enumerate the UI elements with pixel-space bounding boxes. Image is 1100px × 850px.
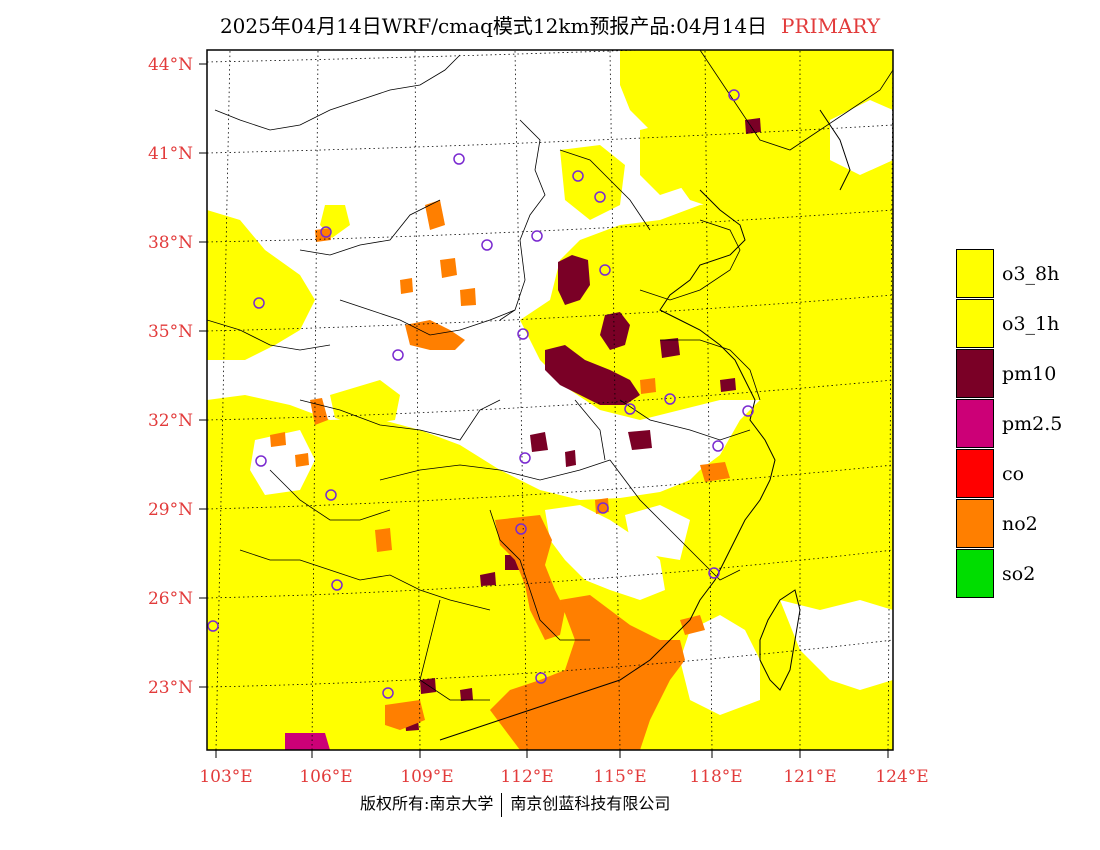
legend-label: co [1002,463,1025,485]
copyright-company: 南京创蓝科技有限公司 [510,794,671,813]
legend-swatch [956,299,994,348]
low-pollution-area [250,100,893,715]
city-marker [255,455,267,467]
lat-tick-label: 32°N [148,411,193,431]
no2-field [270,200,730,750]
city-marker [207,620,219,632]
city-marker [664,393,676,405]
longitude-labels: 103°E 106°E 109°E 112°E 115°E 118°E 121°… [199,767,928,787]
coastline [439,109,851,741]
city-marker [535,672,547,684]
city-marker [392,349,404,361]
city-marker [481,239,493,251]
city-marker [515,523,527,535]
legend-label: pm2.5 [1002,413,1063,435]
city-marker [597,502,609,514]
city-marker [624,403,636,415]
map-frame [206,49,894,751]
city-marker [599,264,611,276]
legend-swatch [956,449,994,498]
lon-tick-label: 124°E [875,767,928,787]
map-plot-area [207,50,893,750]
footer-separator [501,792,503,817]
city-marker [728,89,740,101]
copyright-footer: 版权所有:南京大学 南京创蓝科技有限公司 [360,790,670,817]
copyright-owner: 版权所有:南京大学 [360,794,494,813]
lon-tick-label: 103°E [199,767,252,787]
lat-tick-label: 29°N [148,500,193,520]
city-marker [742,405,754,417]
legend-swatch [956,249,994,298]
lat-tick-label: 35°N [148,322,193,342]
lat-tick-label: 38°N [148,233,193,253]
city-marker [517,328,529,340]
lon-tick-label: 109°E [400,767,453,787]
title-primary-tag: PRIMARY [781,14,881,38]
legend-label: pm10 [1002,363,1057,385]
lon-tick-label: 118°E [689,767,742,787]
legend-swatch [956,499,994,548]
lat-tick-label: 41°N [148,144,193,164]
lon-tick-label: 112°E [500,767,553,787]
lat-tick-label: 26°N [148,589,193,609]
legend-label: o3_1h [1002,313,1060,335]
city-marker [382,687,394,699]
city-marker [708,567,720,579]
city-marker [320,226,332,238]
province-boundaries [207,50,893,701]
legend-label: so2 [1002,563,1036,585]
city-marker [331,579,343,591]
legend-swatch [956,399,994,448]
lon-tick-label: 115°E [593,767,646,787]
pm25-patch [285,733,330,750]
city-marker [712,440,724,452]
graticule [207,50,893,750]
city-marker [519,452,531,464]
legend-swatch [956,349,994,398]
city-marker [531,230,543,242]
lon-tick-label: 106°E [299,767,352,787]
city-marker [253,297,265,309]
tick-marks [199,63,889,758]
city-marker [325,489,337,501]
city-markers [207,89,754,699]
lon-tick-label: 121°E [783,767,836,787]
legend-label: no2 [1002,513,1038,535]
city-marker [594,191,606,203]
latitude-labels: 44°N 41°N 38°N 35°N 32°N 29°N 26°N 23°N [148,55,193,698]
legend-swatch [956,549,994,598]
city-marker [453,153,465,165]
map-title: 2025年04月14日WRF/cmaq模式12km预报产品:04月14日 PRIM… [0,10,1100,39]
lat-tick-label: 23°N [148,678,193,698]
city-marker [572,170,584,182]
lat-tick-label: 44°N [148,55,193,75]
pm10-field [405,118,761,731]
legend-label: o3_8h [1002,263,1060,285]
title-text: 2025年04月14日WRF/cmaq模式12km预报产品:04月14日 [219,14,768,38]
